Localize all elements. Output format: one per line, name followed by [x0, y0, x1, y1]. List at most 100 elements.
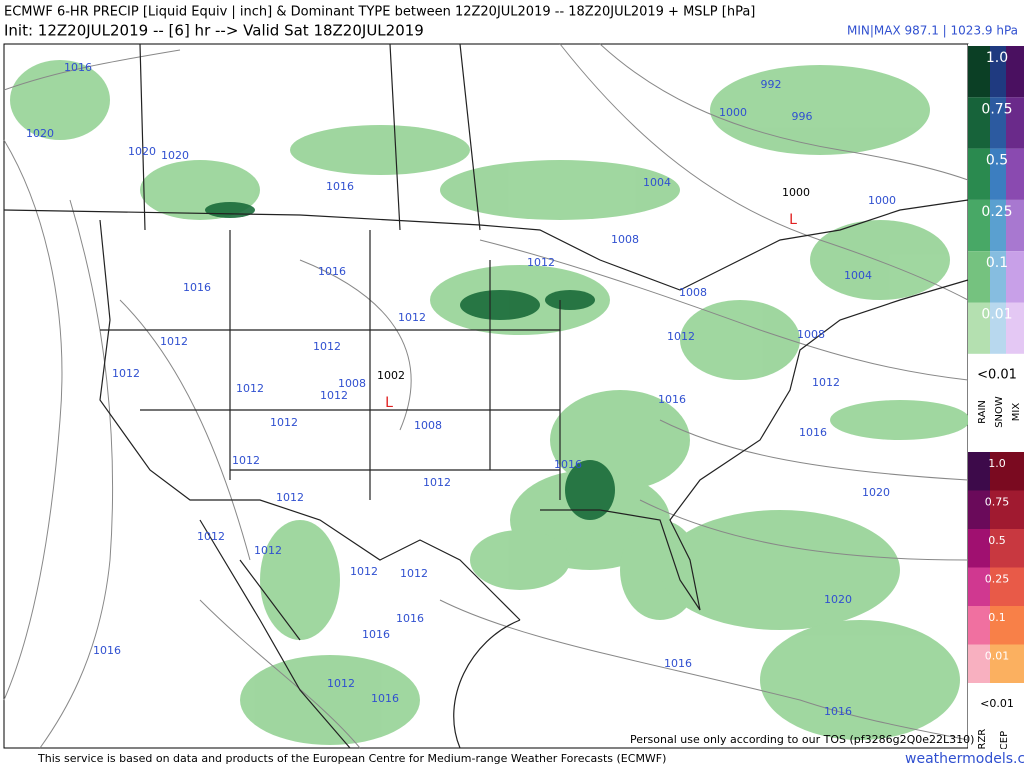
isobar-label: 1012 [400, 567, 428, 580]
isobar-label: 1008 [414, 419, 442, 432]
isobar-label: 1008 [338, 377, 366, 390]
isobar-label: 1012 [236, 382, 264, 395]
footer-source: This service is based on data and produc… [37, 752, 666, 765]
low-marker: L [789, 212, 797, 228]
isobar-label: 1008 [611, 233, 639, 246]
isobar-label: 1016 [318, 265, 346, 278]
isobar-label: 1012 [197, 530, 225, 543]
legend-swatch [1006, 97, 1024, 149]
isobar-label: 1012 [423, 476, 451, 489]
legend-swatch [990, 529, 1024, 568]
low-marker: L [385, 395, 393, 411]
legend-min: <0.01 [980, 697, 1014, 710]
isobar-label: 1008 [797, 328, 825, 341]
legend-type: MIX [1011, 403, 1022, 422]
legend-swatch [968, 251, 990, 303]
isobar-label: 1012 [398, 311, 426, 324]
legend-label: 0.01 [985, 650, 1010, 663]
isobar-label: 1012 [270, 416, 298, 429]
isobar-label: 1012 [254, 544, 282, 557]
isobars [3, 43, 969, 749]
isobar-label: 1012 [320, 389, 348, 402]
legend-swatch [1006, 302, 1024, 354]
legend-label: 0.1 [988, 611, 1006, 624]
borders [3, 43, 969, 749]
isobar-label: 996 [792, 110, 813, 123]
map: 1016 1020 1020 1020 1016 992 1000 996 1004 1000 10… [3, 43, 970, 749]
minmax: MIN|MAX 987.1 | 1023.9 hPa [847, 24, 1018, 38]
isobar-label: 1020 [862, 486, 890, 499]
isobar-label: 1016 [824, 705, 852, 718]
isobar-label: 1016 [326, 180, 354, 193]
legend-type: FRZR [977, 729, 988, 756]
legend-label: 0.75 [981, 101, 1012, 117]
isobar-label: 1020 [128, 145, 156, 158]
legend-swatch [1006, 199, 1024, 252]
footer-tos: Personal use only according to our TOS (… [630, 733, 974, 746]
legend-swatch [990, 97, 1006, 149]
legend-swatch [990, 251, 1006, 303]
isobar-label: 1012 [812, 376, 840, 389]
legend-swatch [1006, 251, 1024, 303]
isobar-label: 1016 [93, 644, 121, 657]
legend-label: 0.01 [981, 307, 1012, 323]
legend-swatch [968, 452, 990, 491]
heavy-precip [205, 202, 615, 520]
legend-swatch [1006, 148, 1024, 200]
title: ECMWF 6-HR PRECIP [Liquid Equiv | inch] … [4, 5, 755, 20]
legend-swatch [990, 302, 1006, 354]
footer-site[interactable]: weathermodels.com [905, 751, 1024, 767]
legend-swatch [968, 567, 990, 606]
isobar-label: 992 [761, 78, 782, 91]
isobar-label: 1012 [327, 677, 355, 690]
isobar-label: 1012 [112, 367, 140, 380]
isobar-label: 1012 [232, 454, 260, 467]
legend-type: SNOW [994, 396, 1005, 428]
isobar-label: 1016 [64, 61, 92, 74]
legend-swatch [968, 148, 990, 200]
legend-swatch [968, 606, 990, 645]
legend-label: 0.75 [985, 496, 1010, 509]
isobar-label: 1016 [371, 692, 399, 705]
legend-swatch [1006, 46, 1024, 98]
legend-swatch [990, 199, 1006, 252]
isobar-label: 1020 [824, 593, 852, 606]
isobar-label: 1000 [719, 106, 747, 119]
isobar-label: 1016 [658, 393, 686, 406]
isobar-label: 1016 [183, 281, 211, 294]
legend-swatch [968, 199, 990, 252]
isobar-label: 1000 [868, 194, 896, 207]
legend-min: <0.01 [977, 368, 1017, 383]
legend-swatch [990, 148, 1006, 200]
low-pressure: 1002 [377, 369, 405, 382]
isobar-label: 1012 [313, 340, 341, 353]
legend-label: 1.0 [988, 457, 1006, 470]
legend-swatch [990, 452, 1024, 491]
legend-swatch [990, 606, 1024, 645]
legend-label: 0.5 [988, 534, 1006, 547]
legend-swatch [990, 567, 1024, 606]
isobar-label: 1012 [160, 335, 188, 348]
legend-swatch [968, 46, 990, 98]
legend-label: 1.0 [986, 50, 1008, 66]
legend-swatch [990, 46, 1006, 98]
legend-swatch [968, 644, 990, 683]
legend-swatch [968, 302, 990, 354]
subtitle: Init: 12Z20JUL2019 -- [6] hr --> Valid S… [4, 22, 424, 40]
isobar-label: 1012 [667, 330, 695, 343]
isobar-label: 1008 [679, 286, 707, 299]
isobar-label: 1004 [844, 269, 872, 282]
isobar-label: 1016 [554, 458, 582, 471]
isobar-label: 1012 [276, 491, 304, 504]
legend-label: 0.25 [985, 573, 1010, 586]
isobar-label: 1016 [362, 628, 390, 641]
isobar-label: 1020 [161, 149, 189, 162]
legend: 1.0 0.75 0.5 0.25 0.1 0.01 <0.01 RAIN SNOW MIX 1.0… [968, 44, 1024, 768]
isobar-label: 1016 [799, 426, 827, 439]
legend-swatch [968, 490, 990, 529]
legend-type: ICEP [999, 731, 1010, 753]
isobar-label: 1004 [643, 176, 671, 189]
legend-swatch [990, 490, 1024, 529]
legend-swatch [968, 97, 990, 149]
